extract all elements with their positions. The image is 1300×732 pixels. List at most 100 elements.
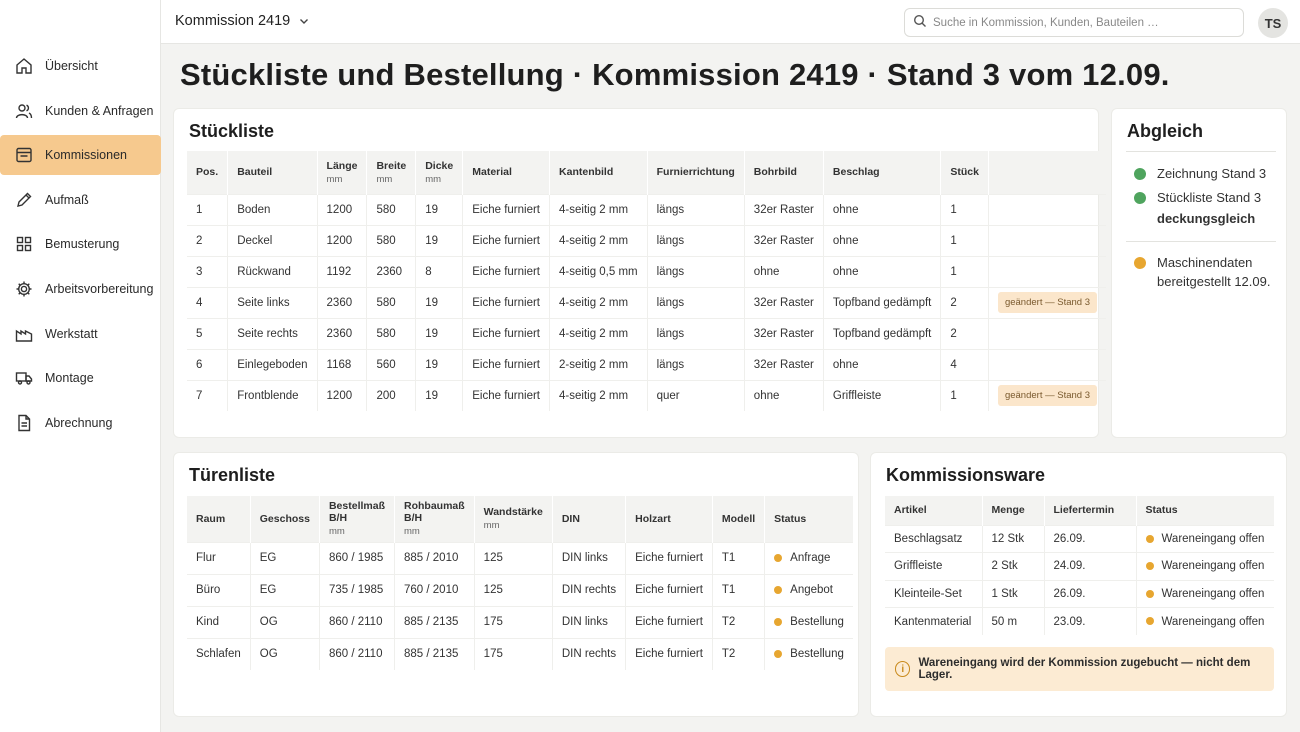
- sidebar-item-werkstatt[interactable]: Werkstatt: [0, 314, 161, 354]
- table-header-row: Artikel Menge Liefertermin Status: [885, 496, 1274, 525]
- ware-card: Kommissionsware Artikel Menge Lieferterm…: [870, 452, 1287, 717]
- table-row[interactable]: Büro EG 735 / 1985 760 / 2010 125 DIN rechts E…: [187, 573, 853, 606]
- table-row[interactable]: 6 Einlegeboden 1168 560 19 Eiche furniert 2-se…: [187, 348, 1106, 380]
- table-row[interactable]: Beschlagsatz 12 Stk 26.09. Wareneingang off…: [885, 524, 1274, 553]
- sidebar-item-bemusterung[interactable]: Bemusterung: [0, 224, 161, 264]
- table-cell: DIN links: [552, 541, 627, 574]
- table-cell: 175: [474, 637, 553, 670]
- project-selector[interactable]: Kommission 2419: [175, 13, 310, 29]
- status-label: Wareneingang offen: [1161, 615, 1265, 628]
- sidebar-item-label: Werkstatt: [45, 326, 98, 341]
- table-cell: Frontblende: [227, 379, 318, 411]
- table-cell: DIN rechts: [552, 573, 627, 606]
- table-row[interactable]: Kind OG 860 / 2110 885 / 2135 175 DIN links Ei…: [187, 605, 853, 638]
- truck-icon: [14, 368, 34, 388]
- table-cell: Eiche furniert: [462, 255, 551, 287]
- sidebar-item-abrechnung[interactable]: Abrechnung: [0, 403, 161, 443]
- status-dot: [1134, 168, 1146, 180]
- table-row[interactable]: 7 Frontblende 1200 200 19 Eiche furniert 4-sei…: [187, 379, 1106, 411]
- table-cell: 4-seitig 2 mm: [549, 286, 648, 318]
- table-cell: Wareneingang offen: [1136, 524, 1274, 553]
- column-header: Dicke mm: [415, 151, 464, 194]
- table-cell: Rückwand: [227, 255, 318, 287]
- column-header: Holzart: [625, 496, 713, 542]
- divider: [1126, 241, 1276, 242]
- table-cell: 32er Raster: [744, 317, 824, 349]
- table-row[interactable]: 1 Boden 1200 580 19 Eiche furniert 4-seitig 2 …: [187, 193, 1106, 225]
- table-cell: 860 / 1985: [319, 541, 396, 574]
- table-row[interactable]: Griffleiste 2 Stk 24.09. Wareneingang offen: [885, 552, 1274, 580]
- table-cell: T1: [712, 541, 766, 574]
- table-cell: 760 / 2010: [394, 573, 475, 606]
- table-row[interactable]: 3 Rückwand 1192 2360 8 Eiche furniert 4-seitig…: [187, 255, 1106, 287]
- column-header: Rohbaumaß B/H mm: [394, 496, 475, 542]
- table-cell: [988, 255, 1106, 287]
- table-cell: Büro: [187, 573, 251, 606]
- table-cell: geändert — Stand 3: [988, 286, 1106, 318]
- status-dot: [774, 553, 783, 562]
- sidebar-item-kommissionen[interactable]: Kommissionen: [0, 135, 161, 176]
- table-cell: 560: [366, 348, 417, 380]
- sidebar-item-arbeitsvorbereitung[interactable]: Arbeitsvorbereitung: [0, 269, 161, 309]
- sidebar-item-uebersicht[interactable]: Übersicht: [0, 46, 161, 86]
- search-input[interactable]: [933, 16, 1233, 29]
- column-header: Raum: [187, 496, 251, 542]
- sidebar-item-label: Arbeitsvorbereitung: [45, 281, 154, 296]
- sidebar-item-aufmass[interactable]: Aufmaß: [0, 180, 161, 220]
- column-header: Pos.: [187, 151, 229, 194]
- sidebar-item-label: Übersicht: [45, 59, 98, 73]
- sidebar-item-kunden[interactable]: Kunden & Anfragen: [0, 91, 161, 131]
- table-cell: ohne: [823, 255, 942, 287]
- table-cell: ohne: [744, 255, 824, 287]
- table-cell: 200: [366, 379, 417, 411]
- column-header: DIN: [552, 496, 627, 542]
- table-cell: Griffleiste: [885, 552, 983, 580]
- stueckliste-card: Stückliste Pos. Bauteil Länge mm Breite mm…: [173, 108, 1106, 438]
- status-dot: [1134, 192, 1146, 204]
- table-cell: 125: [474, 541, 553, 574]
- status-dot: [774, 617, 783, 626]
- table-cell: Schlafen: [187, 637, 251, 670]
- table-cell: 6: [187, 348, 229, 380]
- table-cell: 2360: [317, 317, 368, 349]
- table-row[interactable]: Schlafen OG 860 / 2110 885 / 2135 175 DIN rec…: [187, 637, 853, 670]
- project-name: Kommission 2419: [175, 13, 291, 29]
- table-cell: Kind: [187, 605, 251, 638]
- changed-badge: geändert — Stand 3: [997, 292, 1097, 313]
- avatar[interactable]: TS: [1258, 8, 1288, 38]
- table-cell: 32er Raster: [744, 224, 824, 256]
- table-row[interactable]: 2 Deckel 1200 580 19 Eiche furniert 4-seitig 2…: [187, 224, 1106, 256]
- status-dot: [1134, 257, 1146, 269]
- table-cell: 4-seitig 2 mm: [549, 379, 648, 411]
- table-cell: 26.09.: [1044, 579, 1137, 608]
- changed-badge: geändert — Stand 3: [997, 385, 1097, 407]
- table-cell: 19: [415, 379, 464, 411]
- table-cell: Angebot: [764, 573, 853, 606]
- table-cell: T2: [712, 637, 766, 670]
- column-header: Bauteil: [227, 151, 318, 194]
- table-row[interactable]: Kantenmaterial 50 m 23.09. Wareneingang off…: [885, 607, 1274, 635]
- table-cell: DIN links: [552, 605, 627, 638]
- sidebar-item-montage[interactable]: Montage: [0, 358, 161, 398]
- sidebar-item-label: Bemusterung: [45, 237, 120, 252]
- stueckliste-title: Stückliste: [189, 121, 275, 141]
- table-cell: Bestellung: [764, 637, 853, 670]
- table-cell: 2 Stk: [982, 552, 1045, 580]
- column-header: Länge mm: [317, 151, 368, 194]
- table-cell: 19: [415, 317, 464, 349]
- abgleich-item-maschinendaten: Maschinendaten bereitgestellt 12.09.: [1134, 253, 1270, 291]
- table-row[interactable]: 5 Seite rechts 2360 580 19 Eiche furniert 4-se…: [187, 317, 1106, 349]
- table-cell: 4: [187, 286, 229, 318]
- table-cell: 24.09.: [1044, 552, 1137, 580]
- table-cell: Eiche furniert: [462, 379, 551, 411]
- column-header: Material: [462, 151, 551, 194]
- table-cell: 12 Stk: [982, 524, 1045, 553]
- table-row[interactable]: Flur EG 860 / 1985 885 / 2010 125 DIN links Ei…: [187, 541, 853, 574]
- table-cell: 4-seitig 2 mm: [549, 224, 648, 256]
- table-row[interactable]: Kleinteile-Set 1 Stk 26.09. Wareneingang of…: [885, 579, 1274, 608]
- table-row[interactable]: 4 Seite links 2360 580 19 Eiche furniert 4-sei…: [187, 286, 1106, 318]
- table-cell: 1: [940, 255, 989, 287]
- table-cell: 19: [415, 286, 464, 318]
- tueren-title: Türenliste: [189, 465, 276, 485]
- column-header: Menge: [982, 496, 1045, 525]
